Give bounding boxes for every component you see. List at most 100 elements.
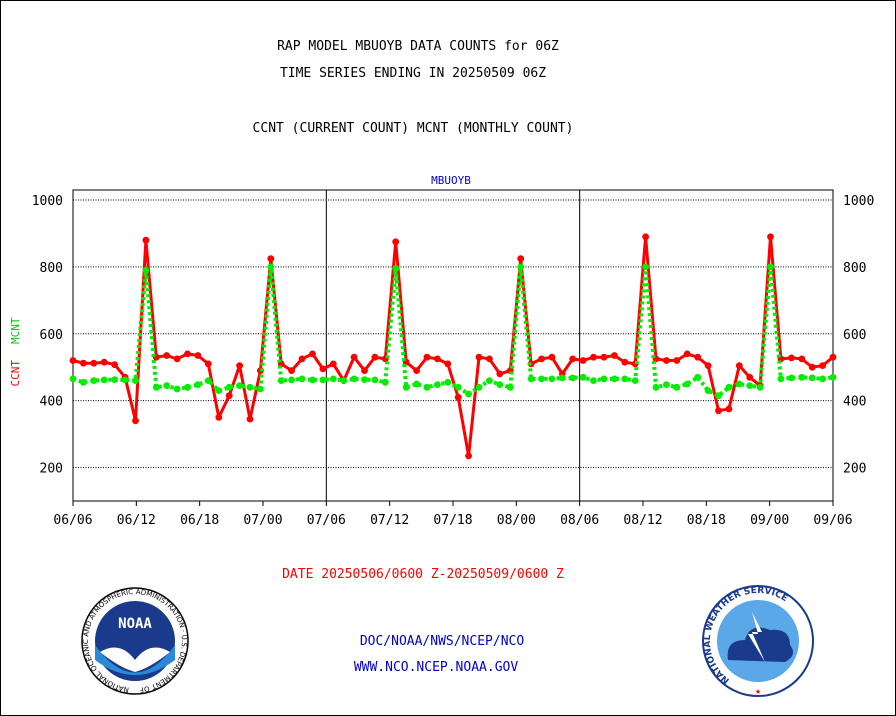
data-point-ccnt [735,362,743,369]
data-point-mcnt [767,263,774,271]
x-tick-label: 07/18 [433,513,472,528]
data-point-ccnt [319,365,327,373]
data-point-mcnt [735,380,743,388]
data-point-mcnt [381,378,389,386]
data-point-ccnt [350,353,358,361]
data-point-mcnt [486,377,493,384]
data-point-ccnt [683,350,691,358]
data-point-mcnt [454,383,462,391]
data-point-mcnt [298,375,306,383]
y-tick-label-left: 200 [40,462,63,477]
y-tick-label-right: 400 [843,395,866,410]
x-tick-label: 06/06 [53,513,92,528]
plot-border [72,189,834,502]
x-tick-label: 08/00 [497,513,536,528]
data-point-ccnt [184,350,191,358]
x-tick-label: 09/06 [813,513,852,528]
data-point-ccnt [142,236,150,244]
y-tick-label-right: 600 [843,328,866,343]
data-point-mcnt [392,265,400,272]
data-point-mcnt [340,377,348,384]
data-point-mcnt [371,376,379,384]
data-point-mcnt [80,378,87,386]
x-tick-label: 08/18 [687,513,726,528]
data-point-ccnt [663,357,670,364]
y-tick-label-left: 1000 [32,194,63,209]
data-point-ccnt [621,358,629,366]
data-point-mcnt [642,263,649,271]
data-point-mcnt [309,376,316,384]
data-point-mcnt [558,374,566,382]
y-axis-label-ccnt: CCNT [9,360,22,387]
website-link[interactable]: WWW.NCO.NCEP.NOAA.GOV [354,660,519,675]
data-point-mcnt [548,375,556,383]
data-point-ccnt [132,417,139,425]
data-point-mcnt [569,374,577,382]
x-tick-label: 08/06 [560,513,599,528]
data-point-ccnt [69,357,77,364]
data-point-ccnt [80,359,87,367]
data-point-mcnt [496,381,504,388]
y-axis-label-group: CCNT MCNT [9,317,22,386]
data-point-ccnt [788,354,795,362]
data-point-ccnt [173,355,181,363]
data-point-mcnt [600,375,608,383]
data-point-mcnt [621,375,629,383]
data-point-mcnt [194,381,202,388]
data-point-ccnt [309,350,316,358]
y-tick-label-left: 400 [40,395,63,410]
data-point-ccnt [548,353,556,361]
data-point-mcnt [267,263,275,271]
data-point-ccnt [163,352,171,359]
data-point-ccnt [819,362,826,369]
data-point-mcnt [611,375,618,383]
data-point-ccnt [590,353,597,361]
data-point-ccnt [423,353,431,361]
data-point-ccnt [829,353,837,361]
data-point-ccnt [288,367,295,374]
date-range-label: DATE 20250506/0600 Z-20250509/0600 Z [282,567,564,582]
y-tick-label-left: 600 [40,328,63,343]
data-point-mcnt [215,387,223,394]
data-point-ccnt [90,359,98,367]
data-point-ccnt [267,255,275,262]
data-point-ccnt [361,367,368,374]
data-point-mcnt [798,373,806,381]
data-point-mcnt [704,387,712,394]
plot-title: MBUOYB [431,174,471,187]
data-point-mcnt [788,374,795,382]
series-line-ccnt [72,235,834,458]
data-point-mcnt [69,375,77,383]
data-point-mcnt [527,375,535,383]
data-point-mcnt [725,383,733,391]
data-point-mcnt [715,392,722,400]
data-point-mcnt [111,376,118,383]
data-point-mcnt [434,381,441,388]
data-point-mcnt [413,380,420,388]
data-point-ccnt [100,358,108,366]
data-point-ccnt [767,233,774,241]
data-point-ccnt [579,357,587,364]
data-point-mcnt [579,373,587,381]
x-tick-label: 07/06 [307,513,346,528]
data-point-mcnt [538,375,545,383]
data-point-mcnt [163,382,171,389]
data-point-mcnt [152,383,160,391]
data-point-mcnt [663,381,670,388]
data-point-mcnt [350,375,358,383]
data-point-ccnt [454,393,462,401]
data-point-ccnt [475,353,483,361]
data-point-mcnt [746,382,754,389]
data-point-ccnt [808,363,816,371]
data-point-ccnt [246,415,254,423]
noaa-ring-text: NATIONAL OCEANIC AND ATMOSPHERIC ADMINIS… [0,0,188,694]
data-point-ccnt [715,407,722,415]
data-point-ccnt [465,452,472,460]
data-point-ccnt [486,355,493,363]
data-point-mcnt [631,377,639,384]
data-point-mcnt [204,377,212,384]
data-point-mcnt [361,376,368,383]
y-tick-label-right: 800 [843,261,866,276]
nws-logo: NATIONAL WEATHER SERVICE ★ [702,585,814,697]
x-tick-label: 06/18 [180,513,219,528]
